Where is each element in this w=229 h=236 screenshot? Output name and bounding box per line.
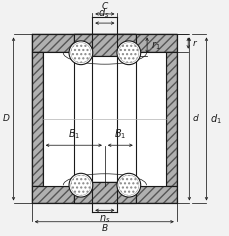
Bar xyxy=(74,34,135,56)
Text: C: C xyxy=(101,2,108,11)
Text: r: r xyxy=(191,38,195,48)
Bar xyxy=(74,182,135,203)
Bar xyxy=(32,186,176,203)
Text: $d_1$: $d_1$ xyxy=(209,112,221,126)
Text: B: B xyxy=(101,224,107,233)
Bar xyxy=(32,34,176,52)
Text: $B_1$: $B_1$ xyxy=(114,127,126,141)
Bar xyxy=(32,52,43,186)
Bar xyxy=(32,52,43,186)
Circle shape xyxy=(69,173,92,197)
Text: d: d xyxy=(192,114,198,123)
Bar xyxy=(74,182,135,203)
Circle shape xyxy=(117,173,140,197)
Circle shape xyxy=(117,41,140,65)
Text: $n_s$: $n_s$ xyxy=(99,213,110,225)
Text: $d_s$: $d_s$ xyxy=(98,7,109,20)
Bar xyxy=(74,34,135,56)
Text: D: D xyxy=(3,114,9,123)
Text: $B_1$: $B_1$ xyxy=(67,127,80,141)
Bar xyxy=(32,34,176,52)
Bar xyxy=(32,186,176,203)
Bar xyxy=(165,52,176,186)
Bar xyxy=(43,52,165,186)
Bar xyxy=(165,52,176,186)
Circle shape xyxy=(69,41,92,65)
Text: $r_1$: $r_1$ xyxy=(150,39,160,52)
